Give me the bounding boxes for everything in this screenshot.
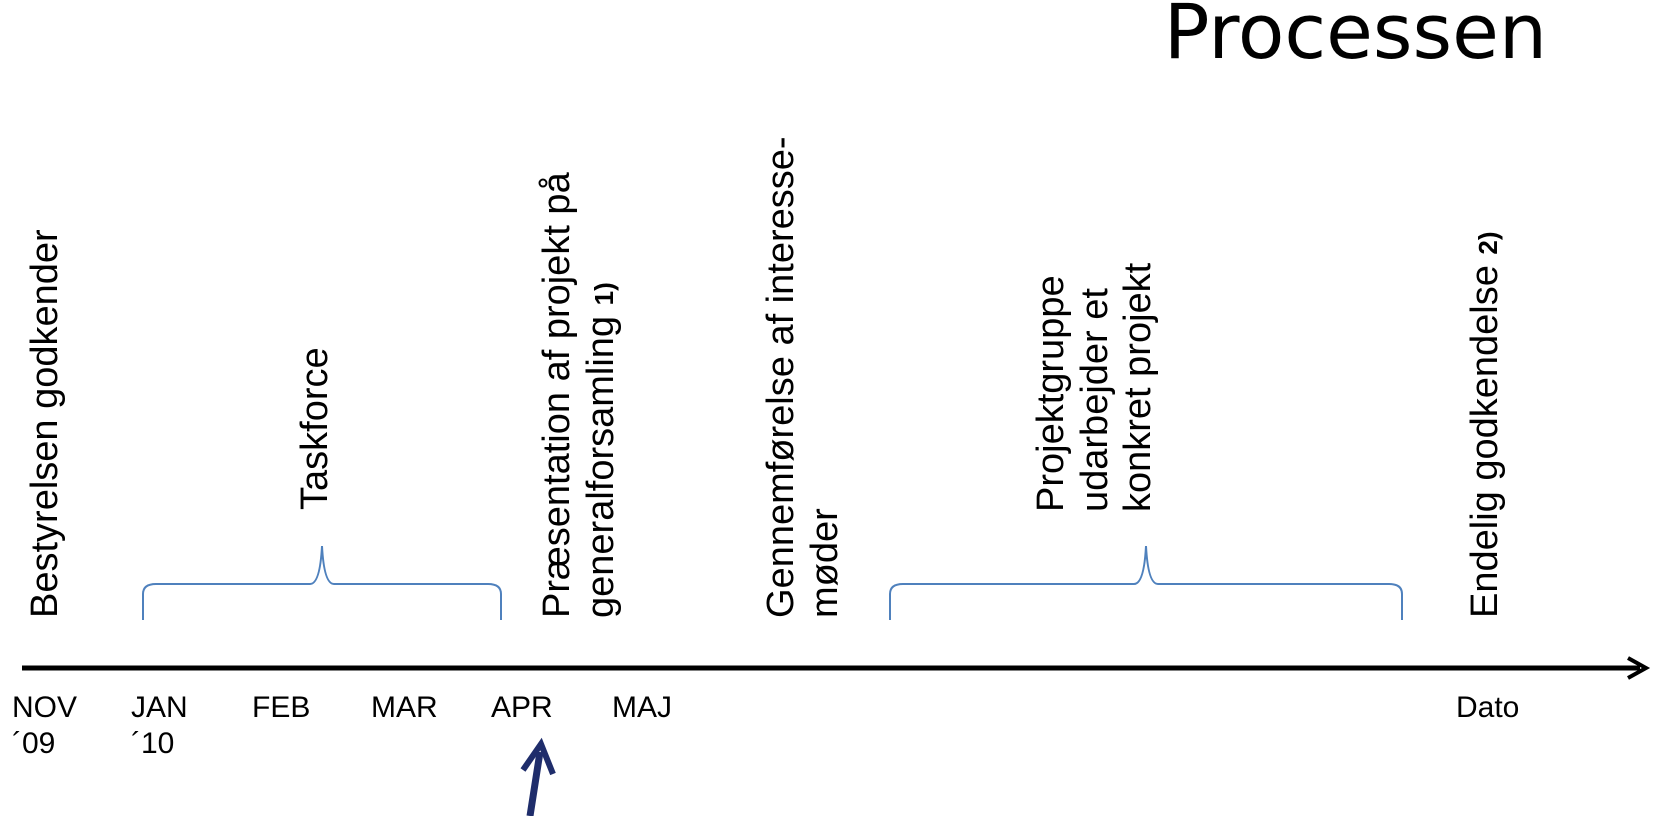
month-dato-name: Dato	[1456, 691, 1520, 724]
month-jan: JAN ´10	[131, 690, 188, 762]
month-feb-name: FEB	[252, 691, 311, 724]
month-apr: APR	[491, 690, 553, 726]
month-jan-year: ´10	[131, 727, 175, 760]
label-projektgruppe-line1: Projektgruppe	[1030, 275, 1072, 512]
footnote-2: 2)	[1473, 231, 1503, 255]
month-nov-name: NOV	[12, 691, 78, 724]
month-maj: MAJ	[612, 690, 672, 726]
label-bestyrelsen: Bestyrelsen godkender	[24, 229, 68, 618]
label-endelig-text: Endelig godkendelse	[1464, 265, 1506, 618]
label-gennemforelse: Gennemførelse af interesse- møder	[760, 136, 847, 618]
label-projektgruppe: Projektgruppe udarbejder et konkret proj…	[1030, 263, 1161, 512]
slide-title: Processen	[1163, 0, 1547, 76]
month-feb: FEB	[252, 690, 310, 726]
month-mar: MAR	[371, 690, 438, 726]
month-maj-name: MAJ	[612, 691, 672, 724]
label-bestyrelsen-text: Bestyrelsen godkender	[24, 229, 66, 618]
label-taskforce: Taskforce	[294, 347, 338, 510]
label-praesentation-line1: Præsentation af projekt på	[536, 172, 578, 618]
month-jan-name: JAN	[131, 691, 188, 724]
label-praesentation: Præsentation af projekt på generalforsam…	[536, 172, 623, 618]
label-gennemforelse-line1: Gennemførelse af interesse-	[760, 136, 802, 618]
month-dato: Dato	[1456, 690, 1519, 726]
month-nov: NOV ´09	[12, 690, 77, 762]
timeline-axis-arrowhead	[1627, 656, 1651, 680]
month-nov-year: ´09	[12, 727, 56, 760]
month-mar-name: MAR	[371, 691, 438, 724]
footnote-1: 1)	[588, 282, 619, 306]
taskforce-brace	[142, 545, 502, 620]
current-month-arrowhead	[520, 737, 556, 776]
label-gennemforelse-line2: møder	[803, 508, 846, 618]
current-month-arrow	[526, 751, 544, 816]
label-projektgruppe-line2: udarbejder et	[1073, 288, 1116, 512]
label-endelig: Endelig godkendelse 2)	[1464, 231, 1508, 618]
label-projektgruppe-line3: konkret projekt	[1117, 262, 1160, 512]
label-taskforce-text: Taskforce	[294, 347, 336, 510]
label-praesentation-line2: generalforsamling	[579, 315, 622, 618]
projektgruppe-brace	[889, 545, 1403, 620]
month-apr-name: APR	[491, 691, 553, 724]
